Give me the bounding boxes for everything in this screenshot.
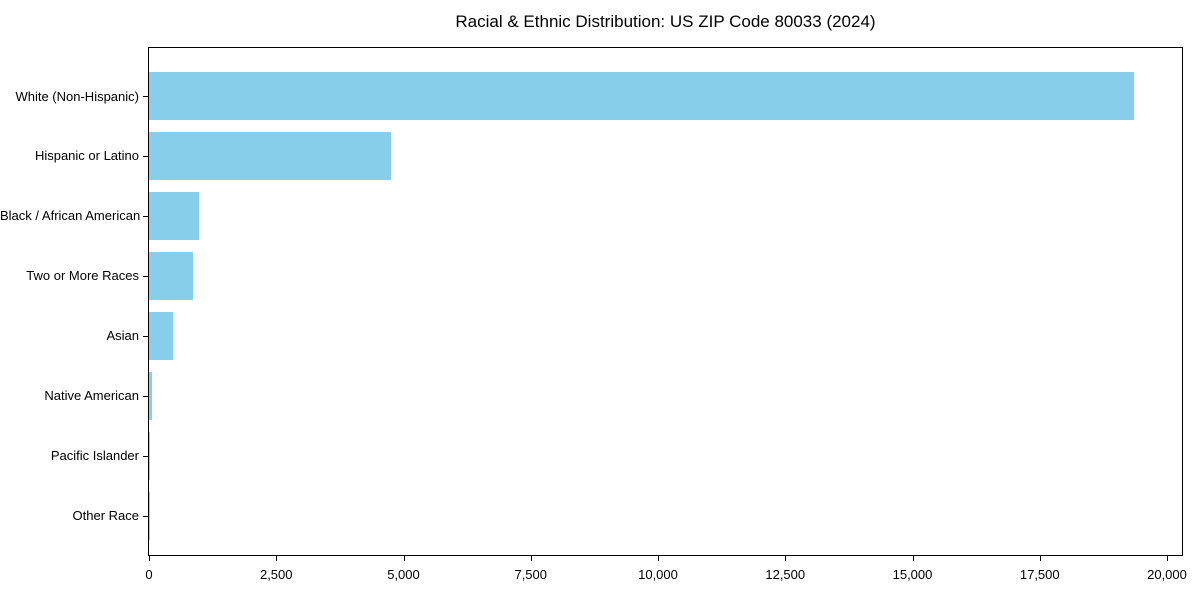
x-tick-mark	[658, 556, 659, 561]
chart-title: Racial & Ethnic Distribution: US ZIP Cod…	[455, 12, 876, 31]
bar-hispanic-or-latino	[149, 131, 392, 180]
y-axis-label: Black / African American	[0, 208, 141, 224]
x-axis-tick-label: 17,500	[1019, 567, 1060, 582]
y-axis-label: Two or More Races	[26, 268, 139, 284]
bar-asian	[149, 311, 173, 360]
x-axis-tick-label: 0	[145, 567, 153, 582]
x-axis-tick-label: 2,500	[259, 567, 293, 582]
y-axis-label: White (Non-Hispanic)	[15, 88, 139, 104]
x-axis-tick-label: 15,000	[892, 567, 933, 582]
y-tick-mark	[143, 155, 148, 157]
y-tick-mark	[143, 275, 148, 277]
x-tick-mark	[276, 556, 278, 561]
y-tick-mark	[143, 455, 148, 457]
x-tick-mark	[912, 556, 914, 561]
x-axis-tick-label: 12,500	[765, 567, 806, 582]
x-axis-tick-label: 10,000	[638, 567, 678, 582]
y-tick-mark	[143, 215, 148, 217]
y-axis-label: Other Race	[72, 508, 139, 523]
x-tick-mark	[530, 556, 532, 561]
plot-area	[148, 47, 1183, 556]
y-tick-mark	[143, 515, 148, 517]
y-tick-mark	[143, 395, 148, 397]
bar-native-american	[149, 371, 153, 420]
x-axis-tick-label: 7,500	[514, 567, 548, 582]
bar-white-non-hispanic	[149, 72, 1134, 120]
x-axis-tick-label: 20,000	[1147, 567, 1187, 582]
x-axis-tick-label: 5,000	[387, 567, 420, 582]
y-axis-label: Native American	[44, 388, 139, 404]
y-tick-mark	[143, 335, 148, 337]
bar-pacific-islander	[149, 431, 150, 480]
y-axis-label: Hispanic or Latino	[34, 148, 139, 164]
y-axis-label: Asian	[106, 328, 139, 344]
x-tick-mark	[785, 556, 787, 561]
x-tick-mark	[403, 556, 405, 561]
bar-two-or-more-races	[149, 251, 193, 300]
x-tick-mark	[149, 556, 150, 561]
x-tick-mark	[1039, 556, 1041, 561]
y-axis-label: Pacific Islander	[50, 448, 139, 464]
y-tick-mark	[143, 96, 148, 97]
bar-black-african-american	[149, 191, 199, 240]
x-tick-mark	[1167, 556, 1168, 561]
